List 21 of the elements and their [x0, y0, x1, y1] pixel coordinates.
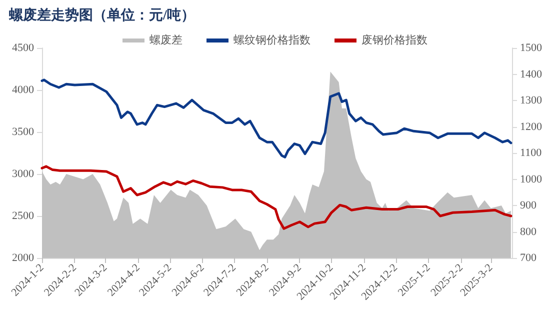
y2-tick-label: 800	[520, 226, 537, 238]
y-tick-label: 2500	[12, 210, 34, 222]
y2-tick-label: 1100	[520, 147, 542, 159]
legend-label: 废钢价格指数	[362, 34, 428, 46]
chart-title: 螺废差走势图（单位：元/吨）	[8, 6, 195, 24]
y2-tick-label: 1400	[520, 68, 542, 80]
line-series	[40, 165, 512, 230]
y-tick-label: 4500	[12, 42, 34, 54]
y2-tick-label: 900	[520, 200, 537, 212]
y-tick-label: 3000	[12, 168, 34, 180]
legend-label: 螺废差	[150, 34, 182, 46]
y-tick-label: 4000	[12, 84, 34, 96]
y2-tick-label: 1500	[520, 42, 542, 54]
legend-label: 螺纹钢价格指数	[234, 34, 310, 46]
y-tick-label: 2000	[12, 252, 34, 264]
y2-tick-label: 700	[520, 252, 537, 264]
y2-tick-label: 1000	[520, 173, 542, 186]
y-tick-label: 3500	[12, 126, 34, 138]
y2-tick-label: 1200	[520, 120, 542, 133]
y2-tick-label: 1300	[520, 94, 542, 106]
line-series	[40, 78, 512, 158]
